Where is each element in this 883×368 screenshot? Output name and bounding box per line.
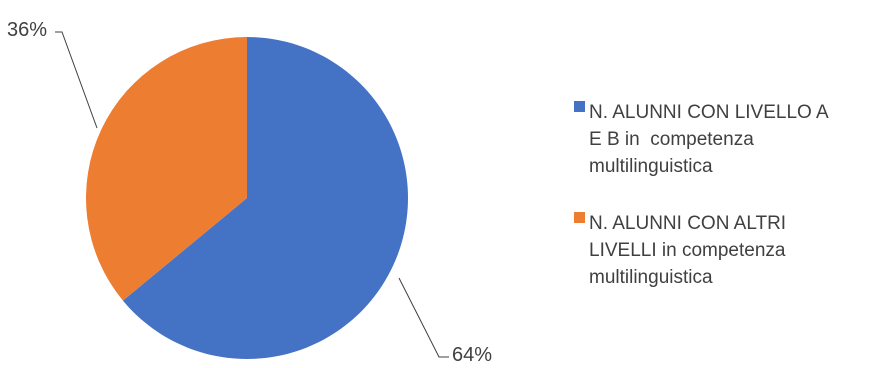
pie-slices	[85, 37, 408, 360]
leader-lines	[55, 31, 449, 358]
data-label-2: 36%	[7, 19, 47, 41]
legend-label-1-line-3: multilinguistica	[589, 156, 713, 177]
data-label-1: 64%	[452, 344, 492, 363]
data-labels: 64% 36%	[7, 19, 492, 366]
pie-slice-1	[122, 37, 408, 360]
legend-label-2-line-3: multilinguistica	[589, 267, 713, 288]
leader-line-1	[398, 277, 449, 358]
leader-line-2	[55, 31, 98, 129]
legend-label-1-line-1: N. ALUNNI CON LIVELLO A	[589, 102, 829, 123]
legend-swatch-1	[574, 101, 585, 112]
pie-slice-2	[85, 37, 247, 301]
legend-label-2-line-2: LIVELLI in competenza	[589, 240, 786, 261]
legend-label-2-line-1: N. ALUNNI CON ALTRI	[589, 213, 786, 234]
legend-swatch-2	[574, 212, 585, 223]
legend-label-1-line-2: E B in competenza	[589, 129, 754, 150]
legend: N. ALUNNI CON LIVELLO A E B in competenza…	[574, 101, 829, 288]
